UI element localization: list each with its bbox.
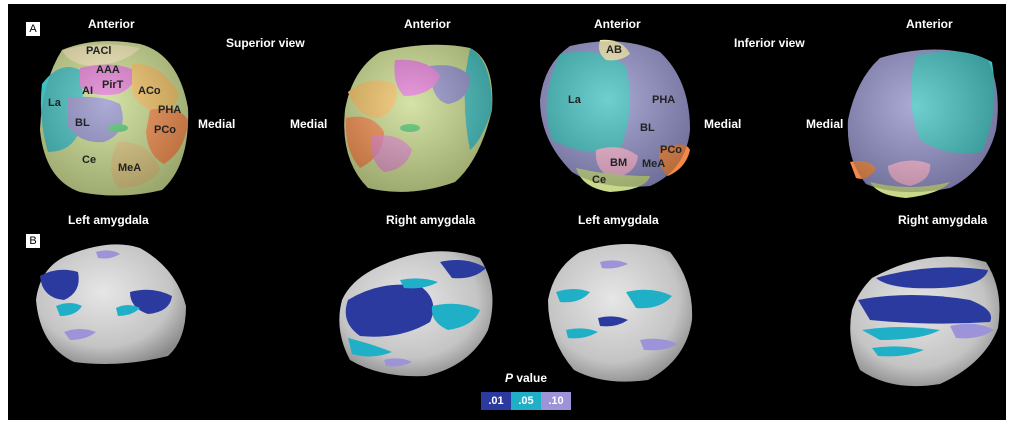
region-label: PHA [652,94,676,106]
region-label: Ce [592,174,607,186]
legend-label-10: .10 [548,395,564,407]
right-amygdala-label-1: Right amygdala [386,213,476,227]
region-label: PirT [102,79,124,91]
anterior-label-1: Anterior [88,17,135,31]
region-label: La [568,94,581,106]
left-inferior-parcellation [540,39,690,192]
legend-swatch-05 [511,392,541,410]
medial-label-4: Medial [806,117,844,131]
legend-swatch-01 [481,392,511,410]
region-label: BL [640,122,655,134]
region-label: AAA [96,64,120,76]
right-amygdala-superior-stats [339,251,493,377]
right-amygdala-label-2: Right amygdala [898,213,988,227]
left-amygdala-superior-stats [36,244,186,364]
anterior-label-4: Anterior [906,17,953,31]
region-label: PACl [86,45,112,57]
right-amygdala-inferior-stats [850,256,1000,387]
left-superior-parcellation [40,41,189,196]
medial-label-2: Medial [290,117,328,131]
region-label: AB [606,44,622,56]
panel-letter-b: B [26,234,40,248]
region-label: MeA [642,158,666,170]
region-label: ACo [138,85,161,97]
medial-label-3: Medial [704,117,742,131]
left-amygdala-label-2: Left amygdala [578,213,659,227]
region-label: PCo [660,144,682,156]
legend-label-01: .01 [488,395,504,407]
anterior-label-3: Anterior [594,17,641,31]
region-label: PHA [158,104,182,116]
region-label: PCo [154,124,176,136]
right-superior-parcellation [344,44,493,192]
legend-title: P value [481,371,571,385]
medial-label-1: Medial [198,117,236,131]
inferior-view-label: Inferior view [734,36,805,50]
region-label: La [48,97,61,109]
region-label: Ce [82,154,97,166]
region-label: BL [75,117,90,129]
anterior-label-2: Anterior [404,17,451,31]
legend-title-p: P [504,371,513,385]
legend-swatch-10 [541,392,571,410]
right-inferior-parcellation [847,49,998,198]
legend-title-rest: value [512,371,548,385]
left-amygdala-label-1: Left amygdala [68,213,149,227]
region-label: MeA [118,162,142,174]
region-label: BM [610,157,628,169]
superior-view-label: Superior view [226,36,305,50]
panel-letter-a: A [26,22,40,36]
left-amygdala-inferior-stats [548,244,693,382]
region-label: AI [82,85,93,97]
legend-label-05: .05 [518,395,534,407]
